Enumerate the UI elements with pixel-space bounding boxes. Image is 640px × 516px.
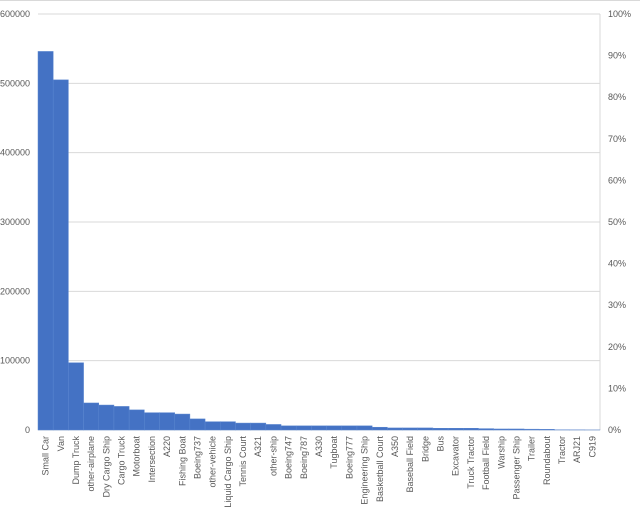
category-label: Boeing787 [299, 436, 309, 479]
category-label: other-airplane [86, 436, 96, 492]
y-tick-label: 100000 [0, 356, 30, 366]
y-tick-label: 300000 [0, 217, 30, 227]
category-label: Liquid Cargo Ship [223, 436, 233, 508]
category-label: Van [56, 436, 66, 451]
category-label: Basketball Court [375, 436, 385, 503]
bar-trailer [523, 428, 540, 431]
category-label: Tugboat [329, 436, 339, 469]
bar-dry-cargo-ship [98, 404, 115, 431]
bar-passenger-ship [508, 428, 525, 431]
bar-truck-tractor [463, 428, 479, 431]
category-label: Dump Truck [71, 436, 81, 485]
bar-boeing737 [189, 418, 206, 431]
x-axis: Small Car Van Dump Truck other-airplane Dry … [41, 436, 598, 508]
bar-warship [493, 428, 510, 431]
bar-other-ship [265, 424, 282, 431]
bar-basketball-court [371, 426, 388, 431]
bar-tennis-court [235, 422, 251, 431]
category-label: C919 [587, 436, 597, 458]
y-tick-label: 200000 [0, 286, 30, 296]
y-tick-label: 600000 [0, 9, 30, 19]
y2-tick-label: 60% [608, 175, 626, 185]
y2-tick-label: 70% [608, 134, 626, 144]
category-label: A321 [253, 436, 263, 457]
bar-a220 [159, 412, 175, 431]
bars [37, 51, 601, 431]
bar-cargo-truck [113, 406, 130, 431]
category-label: Cargo Truck [117, 436, 127, 486]
category-label: Truck Tractor [466, 436, 476, 489]
category-label: Boeing747 [284, 436, 294, 479]
category-label: Football Field [481, 436, 491, 490]
bar-other-airplane [83, 402, 100, 431]
category-label: other-ship [268, 436, 278, 476]
y-tick-label: 400000 [0, 148, 30, 158]
category-label: Fishing Boat [177, 436, 187, 487]
y-axis-right: 0% 10% 20% 30% 40% 50% 60% 70% 80% 90% 100% [608, 9, 631, 435]
bar-bus [432, 428, 449, 431]
bar-dump-truck [68, 362, 84, 431]
category-label: Trailer [527, 436, 537, 461]
bar-excavator [447, 428, 464, 431]
category-label: Dry Cargo Ship [101, 436, 111, 498]
y2-tick-label: 80% [608, 92, 626, 102]
category-label: Excavator [451, 436, 461, 476]
y2-tick-label: 0% [608, 425, 621, 435]
category-label: Bus [436, 436, 446, 452]
bar-football-field [478, 428, 494, 431]
y2-tick-label: 90% [608, 51, 626, 61]
y-axis-left: 0 100000 200000 300000 400000 500000 600000 [0, 9, 30, 435]
category-label: Boeing777 [344, 436, 354, 479]
y2-tick-label: 20% [608, 342, 626, 352]
bar-a350 [387, 427, 403, 431]
category-label: Boeing737 [192, 436, 202, 479]
category-label: Intersection [147, 436, 157, 483]
y2-tick-label: 50% [608, 217, 626, 227]
bar-liquid-cargo-ship [220, 421, 236, 431]
bar-small-car [37, 51, 54, 431]
category-label: Tennis Court [238, 436, 248, 487]
category-label: ARJ21 [572, 436, 582, 463]
category-label: Roundabout [542, 436, 552, 486]
bar-boeing747 [280, 425, 297, 431]
bar-boeing777 [341, 425, 358, 431]
category-label: Motorboat [132, 436, 142, 477]
category-label: Baseball Field [405, 436, 415, 493]
bar-intersection [144, 412, 160, 431]
bar-engineering-ship [356, 425, 373, 431]
bar-other-vehicle [204, 421, 221, 431]
bar-a321 [250, 422, 267, 431]
category-label: Warship [496, 436, 506, 469]
y-tick-label: 500000 [0, 78, 30, 88]
y-tick-label: 0 [25, 425, 30, 435]
category-label: Engineering Ship [360, 436, 370, 505]
category-label: other-vehicle [208, 436, 218, 488]
y2-tick-label: 100% [608, 9, 631, 19]
category-label: A220 [162, 436, 172, 457]
bar-baseball-field [402, 427, 418, 431]
bar-fishing-boat [174, 413, 191, 431]
category-label: A350 [390, 436, 400, 457]
gridlines [38, 13, 601, 431]
y2-tick-label: 40% [608, 259, 626, 269]
category-label: Tractor [557, 436, 567, 464]
category-label: A330 [314, 436, 324, 457]
bar-roundabout [538, 429, 555, 431]
y2-tick-label: 10% [608, 383, 626, 393]
bar-bridge [417, 427, 434, 431]
y2-tick-label: 30% [608, 300, 626, 310]
bar-motorboat [128, 409, 145, 431]
bar-boeing787 [295, 425, 312, 431]
category-label: Small Car [41, 436, 51, 476]
bar-van [52, 79, 69, 431]
category-label: Passenger Ship [511, 436, 521, 500]
bar-tugboat [326, 425, 343, 431]
bar-a330 [311, 425, 327, 431]
category-label: Bridge [420, 436, 430, 462]
